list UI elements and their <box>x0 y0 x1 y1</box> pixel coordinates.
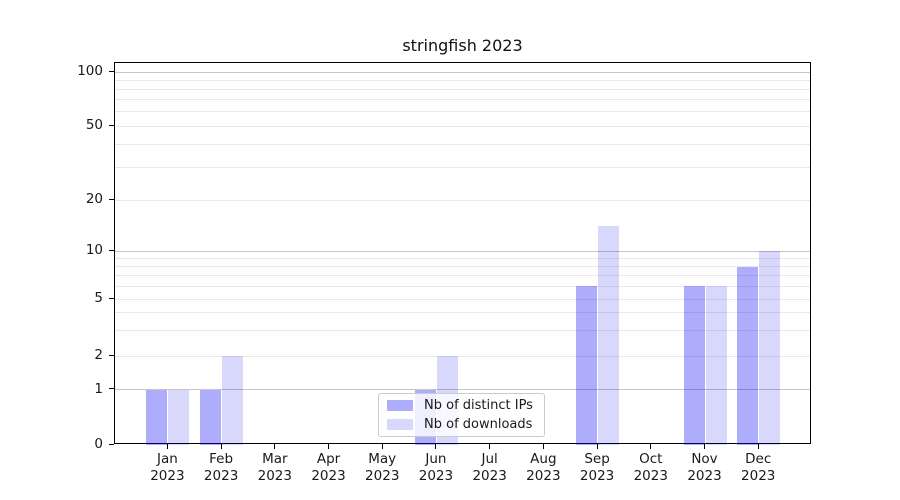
y-tick-10 <box>109 249 114 251</box>
y-tick-label-10: 10 <box>85 242 103 259</box>
bar-distinct-ips-nov <box>683 286 705 445</box>
legend-label-downloads: Nb of downloads <box>424 416 533 432</box>
x-tick-label-dec: Dec 2023 <box>741 451 776 484</box>
x-tick-mar <box>274 444 276 449</box>
x-tick-dec <box>757 444 759 449</box>
bar-downloads-nov <box>705 286 727 445</box>
y-tick-label-50: 50 <box>85 117 103 133</box>
x-tick-feb <box>220 444 222 449</box>
y-tick-label-0: 0 <box>94 436 103 452</box>
y-tick-20 <box>109 198 114 200</box>
y-tick-label-1: 1 <box>94 380 103 397</box>
bar-downloads-sep <box>598 226 620 445</box>
gridline-minor-2 <box>115 355 810 357</box>
x-tick-may <box>381 444 383 449</box>
gridline-minor-70 <box>115 99 810 101</box>
y-tick-label-100: 100 <box>77 63 103 79</box>
x-tick-jan <box>166 444 168 449</box>
bar-downloads-jan <box>168 389 190 445</box>
gridline-minor-8 <box>115 266 810 268</box>
legend: Nb of distinct IPs Nb of downloads <box>378 393 545 437</box>
x-tick-label-may: May 2023 <box>365 451 400 484</box>
gridline-minor-90 <box>115 79 810 81</box>
gridline-minor-40 <box>115 143 810 145</box>
bar-distinct-ips-feb <box>200 389 222 445</box>
bar-distinct-ips-jan <box>146 389 168 445</box>
gridline-minor-30 <box>115 166 810 168</box>
gridline-minor-9 <box>115 258 810 260</box>
x-tick-label-nov: Nov 2023 <box>687 451 722 484</box>
x-tick-label-jun: Jun 2023 <box>418 451 454 484</box>
y-tick-100 <box>109 70 114 72</box>
gridline-minor-3 <box>115 330 810 332</box>
bar-downloads-feb <box>222 356 244 445</box>
gridline-minor-4 <box>115 312 810 314</box>
legend-item-downloads: Nb of downloads <box>387 417 536 433</box>
y-tick-2 <box>109 354 114 356</box>
gridline-minor-60 <box>115 111 810 113</box>
gridline-major-100 <box>115 71 810 73</box>
gridline-minor-7 <box>115 275 810 277</box>
x-tick-label-oct: Oct 2023 <box>633 451 668 484</box>
x-tick-label-aug: Aug 2023 <box>526 451 561 484</box>
gridline-minor-20 <box>115 199 810 201</box>
x-tick-label-feb: Feb 2023 <box>203 451 239 484</box>
x-tick-jun <box>435 444 437 449</box>
y-tick-label-5: 5 <box>94 290 103 306</box>
y-tick-label-2: 2 <box>94 347 103 363</box>
x-tick-label-mar: Mar 2023 <box>257 451 292 484</box>
x-tick-nov <box>704 444 705 449</box>
plot-area <box>114 62 811 445</box>
legend-label-distinct-ips: Nb of distinct IPs <box>424 398 533 414</box>
x-tick-apr <box>328 444 330 449</box>
bar-downloads-dec <box>759 251 781 445</box>
x-tick-label-apr: Apr 2023 <box>311 451 346 484</box>
x-tick-label-jul: Jul 2023 <box>472 451 507 484</box>
legend-swatch-downloads <box>387 418 413 430</box>
x-tick-jul <box>489 444 491 449</box>
gridline-minor-5 <box>115 298 810 300</box>
bar-distinct-ips-dec <box>737 266 759 445</box>
x-tick-label-jan: Jan 2023 <box>150 451 185 484</box>
x-tick-aug <box>542 444 544 449</box>
legend-swatch-distinct-ips <box>387 400 413 412</box>
gridline-major-1 <box>115 389 810 390</box>
x-tick-oct <box>650 444 652 449</box>
gridline-minor-50 <box>115 125 810 127</box>
gridline-major-10 <box>115 250 810 252</box>
y-tick-50 <box>109 124 114 126</box>
x-tick-sep <box>596 444 598 449</box>
gridline-minor-80 <box>115 88 810 90</box>
y-tick-5 <box>109 297 114 299</box>
legend-item-distinct-ips: Nb of distinct IPs <box>387 398 536 414</box>
y-tick-1 <box>109 388 114 389</box>
x-tick-label-sep: Sep 2023 <box>579 451 615 484</box>
y-tick-0 <box>109 443 114 445</box>
chart-title: stringfish 2023 <box>402 36 523 55</box>
gridline-minor-6 <box>115 285 810 287</box>
y-tick-label-20: 20 <box>85 191 103 207</box>
bar-distinct-ips-sep <box>576 286 598 445</box>
